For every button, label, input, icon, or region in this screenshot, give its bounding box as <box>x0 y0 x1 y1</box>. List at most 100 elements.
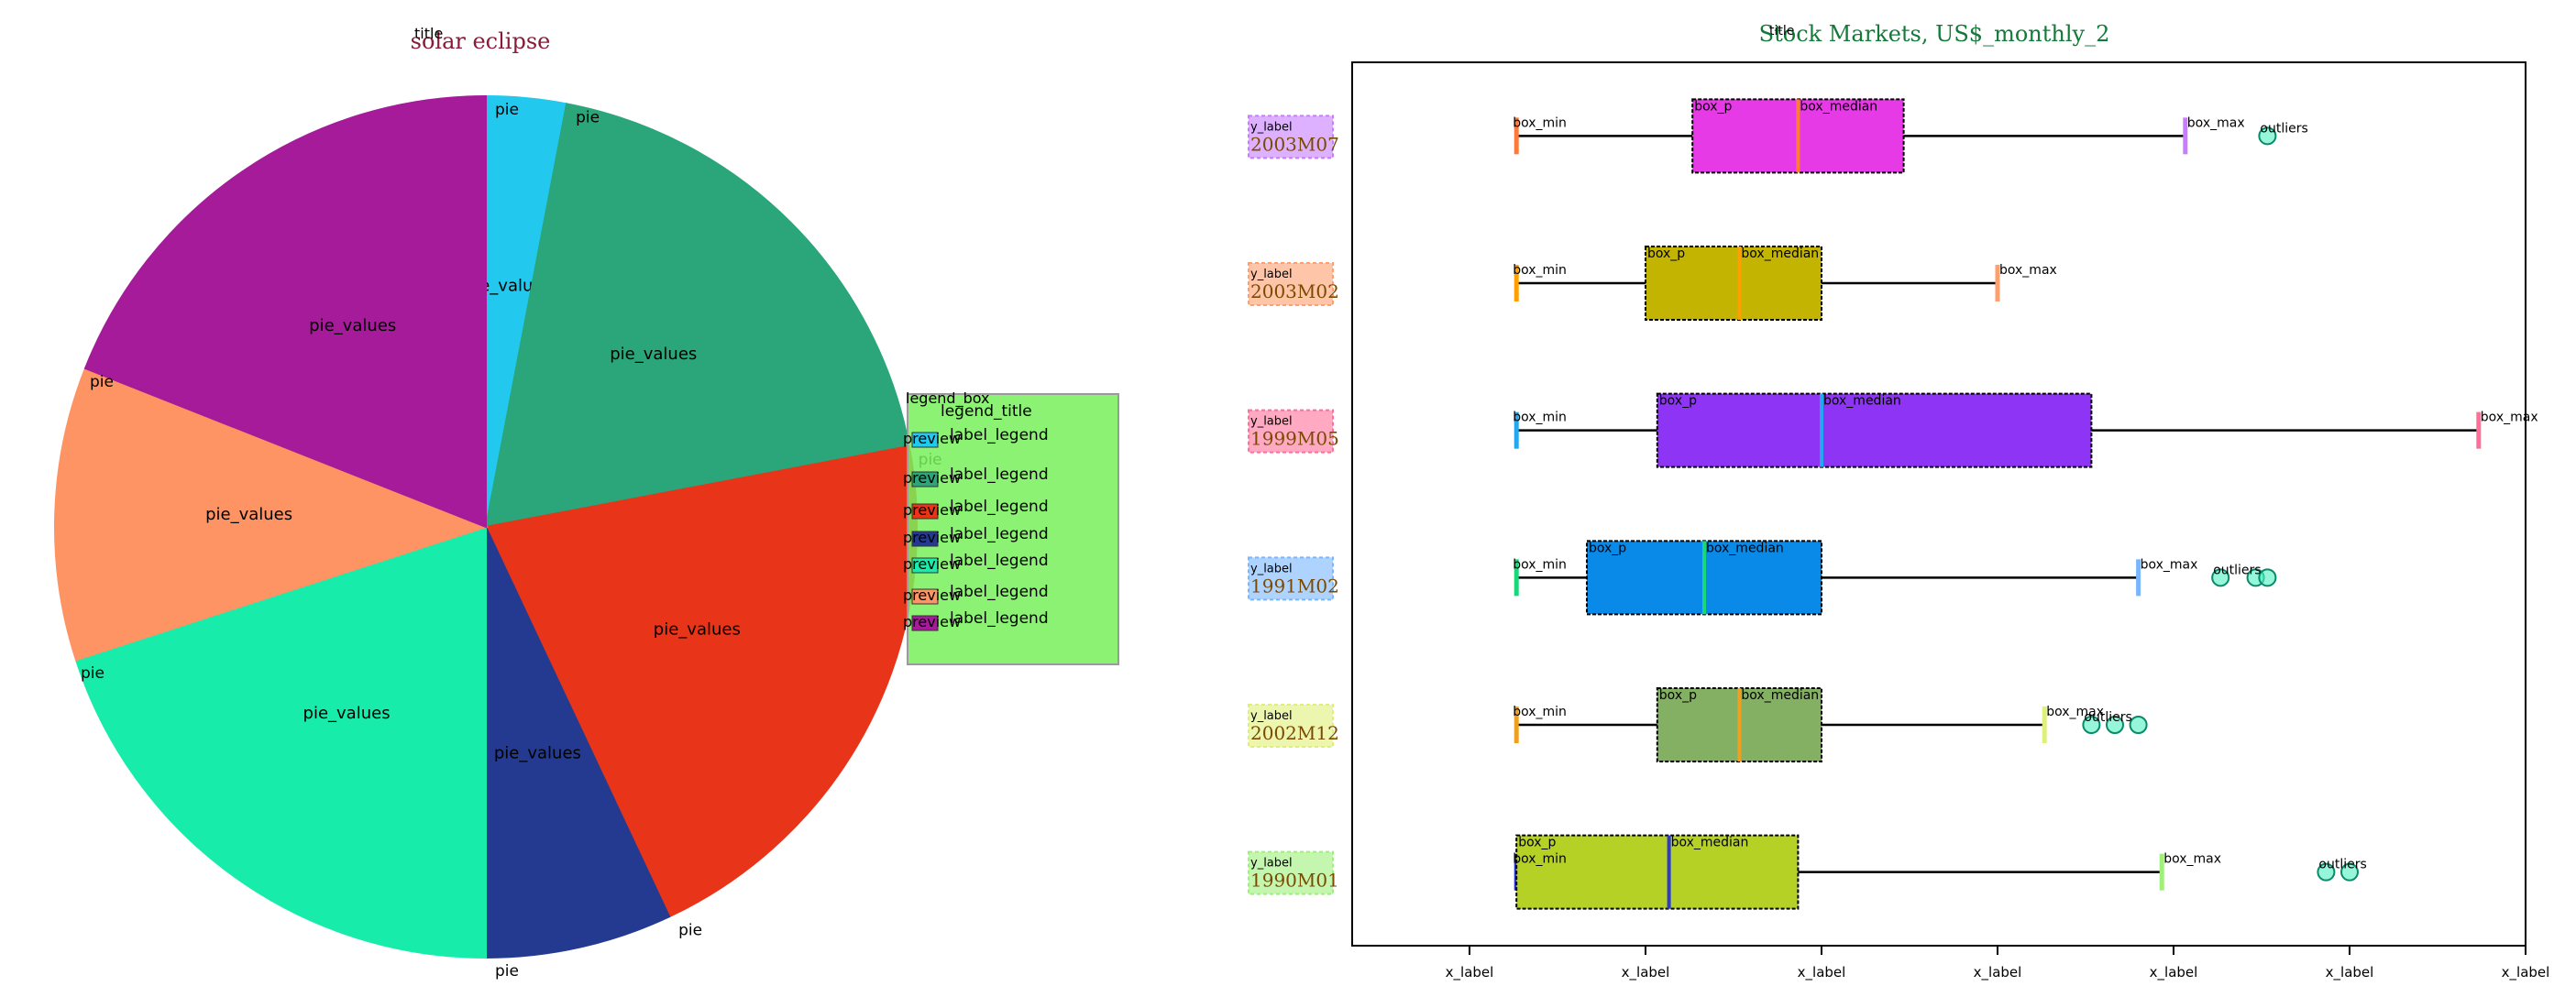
x-label-tag-1: x_label <box>1446 964 1494 981</box>
pie-slice-tag-6: pie <box>81 664 105 683</box>
box-min-tag-5: box_min <box>1513 705 1567 719</box>
pie-values-label-2: pie_values <box>610 345 697 364</box>
box-max-tag-1: box_max <box>2187 115 2245 130</box>
box-median-tag-5: box_median <box>1741 688 1819 703</box>
outlier-4-1 <box>2211 568 2230 587</box>
pie-values-label-7: pie_values <box>309 316 396 335</box>
pie-legend-title: legend_title <box>941 402 1032 421</box>
box-title-tag: title <box>1769 24 1794 38</box>
x-label-tag-5: x_label <box>2150 964 2198 981</box>
pie-legend-box-tag: legend_box <box>906 389 990 408</box>
pie-values-label-4: pie_values <box>494 743 581 762</box>
pie-legend-preview-6: preview <box>903 586 961 604</box>
pie-legend-preview-1: preview <box>903 430 961 447</box>
box-plot-area <box>1351 61 2526 947</box>
y-label-box-6 <box>1248 850 1334 895</box>
outlier-5-3 <box>2129 716 2148 734</box>
pie-slice-tag-2: pie <box>576 108 600 126</box>
outlier-5-2 <box>2106 716 2124 734</box>
y-label-box-2 <box>1248 262 1334 306</box>
pie-title: solar eclipse <box>411 28 551 54</box>
pie-legend-preview-4: preview <box>903 529 961 546</box>
pie-slice-tag-4: pie <box>678 921 702 939</box>
box-max-tag-3: box_max <box>2481 411 2538 425</box>
x-label-tag-4: x_label <box>1974 964 2022 981</box>
box-median-tag-1: box_median <box>1800 99 1877 114</box>
outliers-tag-5: outliers <box>2084 710 2131 725</box>
outliers-tag-1: outliers <box>2260 121 2307 136</box>
pie-legend-swatch-3 <box>911 503 939 520</box>
box-max-tag-2: box_max <box>1999 263 2057 278</box>
box-median-tag-3: box_median <box>1823 394 1901 409</box>
pie-slice-4 <box>485 526 671 959</box>
pie-legend-swatch-7 <box>911 615 939 631</box>
y-label-box-5 <box>1248 704 1334 748</box>
x-label-tag-2: x_label <box>1622 964 1670 981</box>
pie-values-label-3: pie_values <box>654 619 741 639</box>
box-p-tag-1: box_p <box>1694 99 1732 114</box>
y-label-tag-4: y_label <box>1250 562 1293 575</box>
y-label-tag-2: y_label <box>1250 268 1293 281</box>
pie-legend-entry-3: label_legend <box>950 498 1049 516</box>
pie-values-label-5: pie_values <box>303 704 391 723</box>
pie-slice-tag-7: pie <box>90 373 114 391</box>
box-max-tag-6: box_max <box>2163 852 2221 867</box>
y-tick-label-2: 2003M02 <box>1250 280 1339 302</box>
pie-legend-entry-4: label_legend <box>950 525 1049 543</box>
box-median-tag-4: box_median <box>1706 541 1784 555</box>
box-body-2 <box>1645 246 1822 321</box>
pie-legend-swatch-4 <box>911 531 939 547</box>
y-tick-label-6: 1990M01 <box>1250 870 1339 892</box>
box-title: Stock Markets, US$_monthly_2 <box>1759 21 2110 47</box>
box-p-tag-6: box_p <box>1518 836 1556 850</box>
pie-values-label-6: pie_values <box>205 505 292 524</box>
pie-slice-6 <box>54 367 489 662</box>
outliers-tag-6: outliers <box>2318 858 2366 872</box>
pie-chart: pie_valuespiepie_valuespiepie_valuespiep… <box>54 94 1119 981</box>
box-min-tag-6: box_min <box>1513 852 1567 867</box>
box-max-tag-5: box_max <box>2046 705 2104 719</box>
box-min-tag-3: box_min <box>1513 411 1567 425</box>
box-min-tag-2: box_min <box>1513 263 1567 278</box>
x-label-tag-3: x_label <box>1798 964 1846 981</box>
box-min-tag-1: box_min <box>1513 115 1567 130</box>
box-p-tag-4: box_p <box>1589 541 1626 555</box>
y-tick-label-1: 2003M07 <box>1250 133 1339 155</box>
pie-slice-tag-5: pie <box>495 962 519 981</box>
pie-legend-entry-7: label_legend <box>950 609 1049 628</box>
box-body-6 <box>1515 834 1800 910</box>
box-median-tag-2: box_median <box>1741 247 1819 261</box>
y-tick-label-3: 1999M05 <box>1250 428 1339 450</box>
outliers-tag-4: outliers <box>2213 563 2261 577</box>
y-label-tag-1: y_label <box>1250 120 1293 134</box>
box-p-tag-2: box_p <box>1647 247 1685 261</box>
y-label-tag-6: y_label <box>1250 857 1293 871</box>
outlier-4-3 <box>2258 568 2277 587</box>
box-max-tag-4: box_max <box>2141 557 2198 572</box>
y-tick-label-5: 2002M12 <box>1250 722 1339 744</box>
y-tick-label-4: 1991M02 <box>1250 575 1339 597</box>
pie-legend-preview-3: preview <box>903 501 961 519</box>
pie-legend-swatch-5 <box>911 557 939 574</box>
y-label-tag-5: y_label <box>1250 709 1293 723</box>
pie-legend-swatch-2 <box>911 471 939 488</box>
pie-legend-entry-1: label_legend <box>950 426 1049 444</box>
pie-legend-preview-7: preview <box>903 613 961 630</box>
pie-legend-swatch-6 <box>911 588 939 605</box>
outlier-1-1 <box>2258 126 2277 146</box>
pie-legend-entry-5: label_legend <box>950 552 1049 570</box>
box-p-tag-3: box_p <box>1659 394 1697 409</box>
box-p-tag-5: box_p <box>1659 688 1697 703</box>
pie-slice-7 <box>83 94 487 529</box>
pie-title-tag: title <box>414 25 443 42</box>
pie-slice-2 <box>484 103 910 529</box>
pie-legend-swatch-1 <box>911 432 939 448</box>
outlier-5-1 <box>2082 716 2101 734</box>
y-label-box-4 <box>1248 556 1334 601</box>
pie-legend-preview-5: preview <box>903 555 961 573</box>
pie-legend-entry-6: label_legend <box>950 583 1049 601</box>
pie-slice-tag-1: pie <box>495 101 519 119</box>
pie-slice-5 <box>74 525 487 959</box>
